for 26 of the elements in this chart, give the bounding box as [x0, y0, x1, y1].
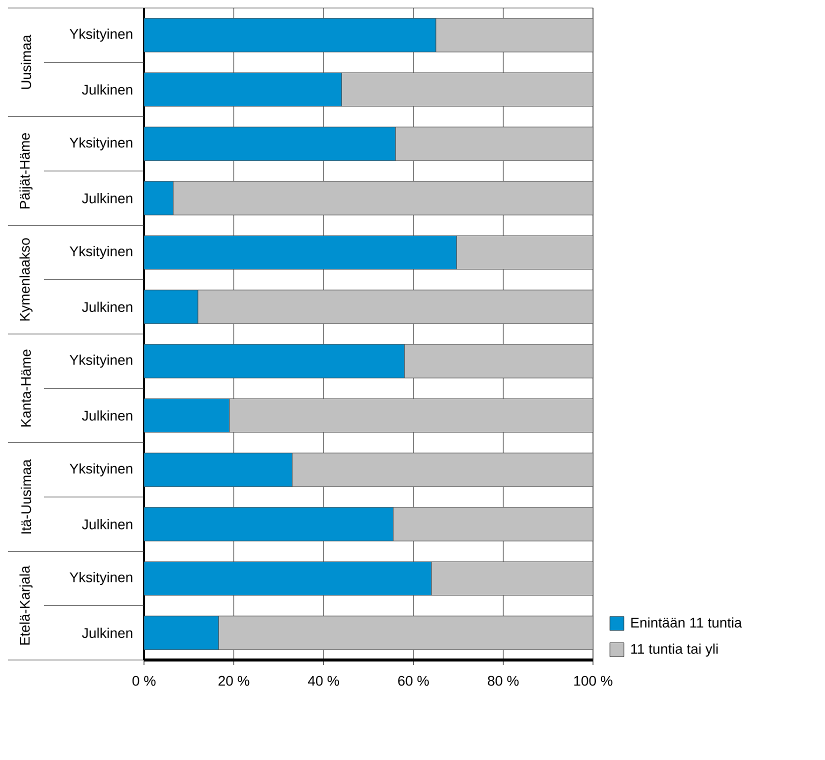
x-tick-label: 100 %: [574, 676, 612, 686]
y-tick-label: Yksityinen: [70, 246, 132, 260]
x-tick-label: 80 %: [488, 676, 519, 686]
y-tick-label: Yksityinen: [70, 572, 132, 586]
y-tick-label: Julkinen: [82, 84, 132, 95]
y-tick-label: Yksityinen: [70, 354, 132, 368]
y-tick-label: Yksityinen: [70, 28, 132, 42]
x-tick-label: 20 %: [218, 676, 250, 686]
text: Kanta-Häme: [21, 350, 31, 426]
y-tick-label: Julkinen: [82, 410, 132, 421]
legend-label: Enintään 11 tuntia: [631, 617, 742, 628]
text: Etelä-Karjala: [19, 566, 33, 645]
y-tick-label: Julkinen: [82, 193, 132, 204]
text: Kymenlaakso: [19, 238, 33, 321]
x-tick-label: 0 %: [132, 676, 156, 686]
y-tick-label: Yksityinen: [70, 463, 132, 476]
text: 11 tuntia tai yli: [631, 644, 718, 657]
y-tick-label: Julkinen: [82, 302, 132, 312]
x-tick-label: 40 %: [308, 676, 340, 686]
y-tick-label: Yksityinen: [70, 137, 132, 150]
text: Päijät-Häme: [19, 133, 33, 208]
text: Itä-Uusimaa: [20, 459, 32, 534]
y-tick-label: Julkinen: [82, 628, 132, 638]
y-tick-label: Julkinen: [82, 519, 132, 530]
text: Uusimaa: [20, 34, 32, 89]
x-tick-label: 60 %: [398, 676, 429, 686]
